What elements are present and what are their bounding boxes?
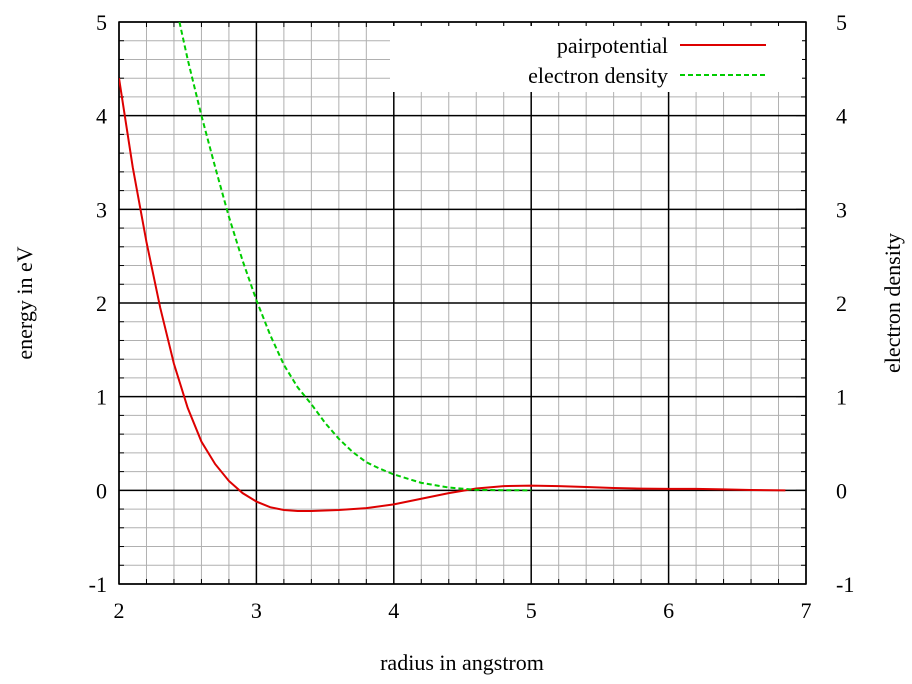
x-tick-label: 2	[114, 598, 125, 623]
x-tick-label: 4	[388, 598, 399, 623]
y-axis-label: energy in eV	[12, 246, 37, 359]
y2-axis-label: electron density	[880, 233, 905, 373]
y-tick-label: 4	[96, 104, 107, 129]
y2-tick-label: 1	[836, 385, 847, 410]
y2-tick-label: 4	[836, 104, 847, 129]
y2-tick-label: 3	[836, 197, 847, 222]
y2-tick-label: -1	[836, 572, 854, 597]
x-axis-label: radius in angstrom	[380, 650, 544, 675]
x-tick-label: 7	[801, 598, 812, 623]
y2-tick-label: 2	[836, 291, 847, 316]
legend-label: electron density	[528, 63, 668, 88]
data-line	[178, 22, 532, 492]
legend-box	[390, 26, 802, 92]
y-tick-label: 2	[96, 291, 107, 316]
y-tick-label: 3	[96, 197, 107, 222]
y-tick-label: -1	[89, 572, 107, 597]
x-tick-label: 5	[526, 598, 537, 623]
x-tick-label: 6	[663, 598, 674, 623]
y-tick-label: 5	[96, 10, 107, 35]
plot-border	[118, 21, 807, 585]
x-tick-label: 3	[251, 598, 262, 623]
y2-tick-label: 5	[836, 10, 847, 35]
data-line	[119, 78, 786, 512]
y-tick-label: 1	[96, 385, 107, 410]
y-tick-label: 0	[96, 478, 107, 503]
y2-tick-label: 0	[836, 478, 847, 503]
legend-label: pairpotential	[557, 33, 668, 58]
